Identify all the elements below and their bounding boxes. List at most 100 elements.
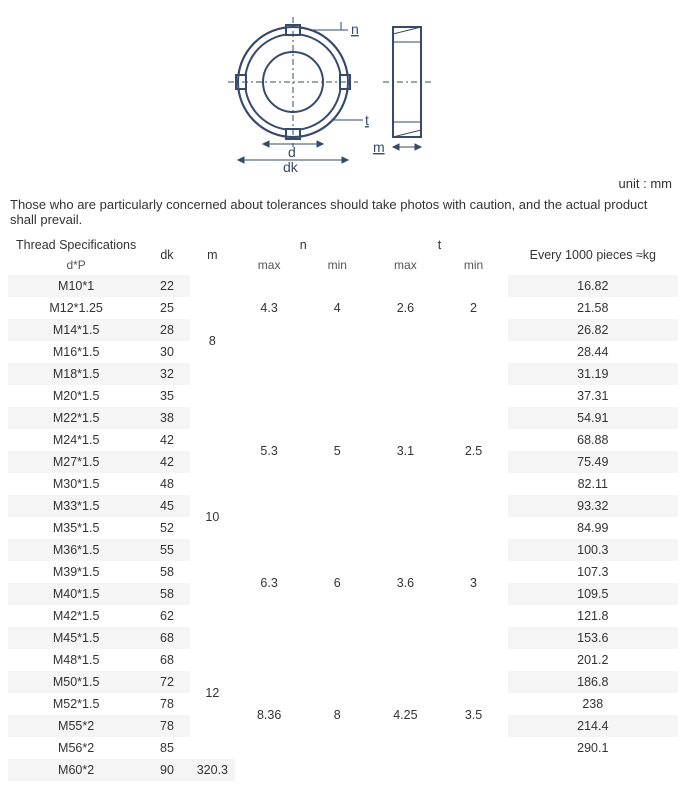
table-row-weight: 37.31 (508, 385, 678, 407)
table-row-weight: 214.4 (508, 715, 678, 737)
table-row-dk: 22 (144, 275, 189, 297)
tolerance-note: Those who are particularly concerned abo… (8, 193, 678, 235)
table-row-spec: M42*1.5 (8, 605, 144, 627)
table-row-weight: 54.91 (508, 407, 678, 429)
table-row-dk: 45 (144, 495, 189, 517)
table-row-weight: 186.8 (508, 671, 678, 693)
table-row-spec: M45*1.5 (8, 627, 144, 649)
table-row-n_min: 5 (303, 407, 371, 495)
header-n-max: max (235, 255, 303, 275)
table-row-weight: 290.1 (508, 737, 678, 759)
label-dk: dk (283, 159, 299, 172)
table-row-spec: M18*1.5 (8, 363, 144, 385)
header-dk: dk (144, 235, 189, 275)
table-row-weight: 93.32 (508, 495, 678, 517)
table-row-n_min (303, 627, 371, 671)
table-row-dk: 78 (144, 715, 189, 737)
table-row-weight: 82.11 (508, 473, 678, 495)
table-row-weight: 107.3 (508, 561, 678, 583)
unit-label: unit : mm (8, 176, 678, 191)
table-row-t_max (371, 495, 439, 539)
label-m: m (373, 139, 385, 155)
table-row-spec: M55*2 (8, 715, 144, 737)
label-d: d (288, 144, 296, 160)
table-row-weight: 28.44 (508, 341, 678, 363)
table-row-dk: 85 (144, 737, 189, 759)
table-row-spec: M10*1 (8, 275, 144, 297)
table-row-dk: 25 (144, 297, 189, 319)
header-t-min: min (439, 255, 507, 275)
table-row-t_max (371, 627, 439, 671)
table-row-weight: 84.99 (508, 517, 678, 539)
table-row-spec: M48*1.5 (8, 649, 144, 671)
table-row-m: 8 (190, 275, 235, 407)
table-row-t_max: 2.6 (371, 275, 439, 341)
table-row-spec: M20*1.5 (8, 385, 144, 407)
table-row-spec: M36*1.5 (8, 539, 144, 561)
table-row-spec: M24*1.5 (8, 429, 144, 451)
table-row-m: 10 (190, 407, 235, 627)
header-spec: Thread Specifications (8, 235, 144, 255)
table-row-t_max (371, 341, 439, 407)
table-row-t_min (439, 341, 507, 407)
table-row-n_max (235, 495, 303, 539)
table-row-weight: 100.3 (508, 539, 678, 561)
table-row-weight: 26.82 (508, 319, 678, 341)
table-row-t_min (439, 495, 507, 539)
table-row-t_min: 2.5 (439, 407, 507, 495)
table-row-m: 12 (190, 627, 235, 759)
header-n: n (235, 235, 371, 255)
table-row-dk: 68 (144, 627, 189, 649)
table-row-weight: 238 (508, 693, 678, 715)
table-row-dk: 48 (144, 473, 189, 495)
table-row-n_max: 6.3 (235, 539, 303, 627)
table-row-spec: M27*1.5 (8, 451, 144, 473)
table-row-n_max: 5.3 (235, 407, 303, 495)
table-row-weight: 75.49 (508, 451, 678, 473)
table-row-weight: 68.88 (508, 429, 678, 451)
header-weight: Every 1000 pieces ≈kg (508, 235, 678, 275)
table-body: M10*12284.342.6216.82M12*1.252521.58M14*… (8, 275, 678, 781)
table-row-weight: 109.5 (508, 583, 678, 605)
table-row-n_min (303, 495, 371, 539)
table-row-n_max (235, 341, 303, 407)
table-row-spec: M39*1.5 (8, 561, 144, 583)
table-row-dk: 55 (144, 539, 189, 561)
table-row-n_min (303, 341, 371, 407)
table-row-weight: 16.82 (508, 275, 678, 297)
table-row-dk: 32 (144, 363, 189, 385)
table-row-dk: 90 (144, 759, 189, 781)
table-row-n_min: 6 (303, 539, 371, 627)
table-row-n_max: 8.36 (235, 671, 303, 759)
table-row-spec: M56*2 (8, 737, 144, 759)
table-row-spec: M52*1.5 (8, 693, 144, 715)
header-t-max: max (371, 255, 439, 275)
table-row-t_max: 3.1 (371, 407, 439, 495)
table-row-dk: 42 (144, 429, 189, 451)
table-row-dk: 52 (144, 517, 189, 539)
table-row-t_min (439, 627, 507, 671)
label-n: n (351, 21, 359, 37)
table-row-weight: 153.6 (508, 627, 678, 649)
table-row-spec: M35*1.5 (8, 517, 144, 539)
table-row-weight: 320.3 (190, 759, 235, 781)
table-row-spec: M60*2 (8, 759, 144, 781)
header-m: m (190, 235, 235, 275)
table-row-weight: 31.19 (508, 363, 678, 385)
table-row-spec: M22*1.5 (8, 407, 144, 429)
table-row-n_min: 4 (303, 275, 371, 341)
table-row-dk: 38 (144, 407, 189, 429)
spec-table: Thread Specifications dk m n t Every 100… (8, 235, 678, 781)
table-row-spec: M30*1.5 (8, 473, 144, 495)
table-row-t_max: 3.6 (371, 539, 439, 627)
table-row-weight: 201.2 (508, 649, 678, 671)
table-row-weight: 121.8 (508, 605, 678, 627)
label-t: t (365, 112, 369, 128)
table-row-spec: M12*1.25 (8, 297, 144, 319)
table-row-spec: M33*1.5 (8, 495, 144, 517)
table-row-n_max: 4.3 (235, 275, 303, 341)
table-row-t_min: 2 (439, 275, 507, 341)
table-row-dk: 30 (144, 341, 189, 363)
table-row-dk: 68 (144, 649, 189, 671)
table-row-dk: 58 (144, 561, 189, 583)
